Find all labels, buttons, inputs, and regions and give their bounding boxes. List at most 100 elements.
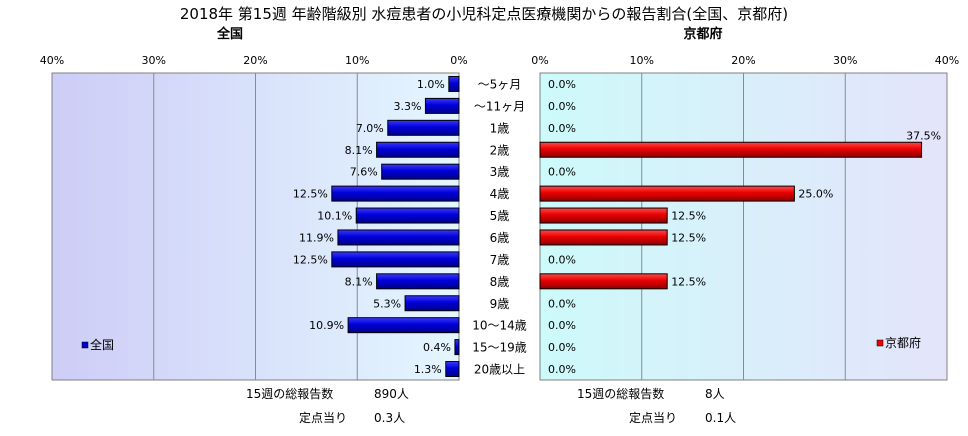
left-bar [347,317,460,334]
left-tick-label: 30% [142,54,166,67]
left-bar [337,229,460,246]
left-x-ticks: 0% 10% 20% 30% 40% [40,54,468,67]
left-legend-label: 全国 [90,337,114,352]
left-bar [381,163,460,180]
left-chart-title: 全国 [216,26,243,42]
left-data-label: 12.5% [293,188,328,201]
left-bar [448,75,460,92]
category-label: 1歳 [490,121,510,135]
right-total-label: 15週の総報告数 [577,386,664,401]
right-tick-label: 0% [531,54,548,67]
left-data-label: 8.1% [345,275,373,288]
right-per-value: 0.1人 [705,411,736,425]
left-total-value: 890人 [374,387,409,401]
right-gridlines [641,73,846,380]
left-legend: 全国 [81,337,114,352]
left-summary: 15週の総報告数 890人 定点当り 0.3人 [246,386,409,425]
left-bar [355,207,460,224]
category-labels: ～5ヶ月 ～11ヶ月 1歳 2歳 3歳 4歳 5歳 6歳 7歳 8歳 9歳 10～14歳 15～19歳 2… [472,77,527,376]
category-label: 15～19歳 [472,341,527,355]
category-label: 8歳 [490,275,510,289]
left-total-label: 15週の総報告数 [246,386,333,401]
left-tick-label: 20% [243,54,267,67]
left-data-label: 10.1% [317,210,352,223]
category-label: 2歳 [490,143,510,157]
right-legend-swatch [876,339,884,347]
left-bar [454,339,460,356]
category-label: ～11ヶ月 [474,99,525,113]
right-data-label: 37.5% [906,129,941,142]
left-legend-swatch [81,341,89,349]
left-bar [387,119,460,136]
right-data-label: 0.0% [548,297,576,310]
left-tick-label: 10% [345,54,369,67]
left-data-label: 12.5% [293,253,328,266]
left-data-label: 1.0% [417,78,445,91]
category-label: 10～14歳 [472,319,527,333]
right-data-label: 0.0% [548,319,576,332]
right-data-label: 0.0% [548,166,576,179]
right-data-label: 25.0% [798,188,833,201]
left-per-value: 0.3人 [374,411,405,425]
left-bar [445,361,460,378]
right-bars [539,141,923,290]
right-tick-label: 20% [731,54,755,67]
right-chart-title: 京都府 [683,26,722,42]
left-bar [331,251,460,268]
right-tick-label: 10% [630,54,654,67]
left-bars [331,75,460,378]
left-data-label: 8.1% [345,144,373,157]
right-data-label: 0.0% [548,363,576,376]
category-label: 3歳 [490,165,510,179]
right-data-labels: 0.0% 0.0% 0.0% 37.5% 0.0% 25.0% 12.5% 12.5% 0.0%… [548,78,941,376]
right-data-label: 0.0% [548,122,576,135]
category-label: 4歳 [490,187,510,201]
left-data-label: 7.6% [350,166,378,179]
right-data-label: 0.0% [548,100,576,113]
right-data-label: 12.5% [671,231,706,244]
left-data-label: 7.0% [356,122,384,135]
right-summary: 15週の総報告数 8人 定点当り 0.1人 [577,386,736,425]
right-data-label: 12.5% [671,210,706,223]
left-data-label: 5.3% [373,297,401,310]
right-x-ticks: 0% 10% 20% 30% 40% [531,54,959,67]
category-label: 5歳 [490,209,510,223]
right-tick-label: 30% [833,54,857,67]
category-label: ～5ヶ月 [478,77,522,91]
left-data-label: 1.3% [414,363,442,376]
left-tick-label: 40% [40,54,64,67]
right-legend-label: 京都府 [885,335,921,350]
right-per-label: 定点当り [629,410,677,425]
left-per-label: 定点当り [299,410,347,425]
category-label: 20歳以上 [474,363,525,377]
category-label: 6歳 [490,231,510,245]
right-bar [539,141,923,158]
right-bar [539,207,668,224]
left-bar [376,141,460,158]
left-bar [404,295,460,312]
category-label: 9歳 [490,297,510,311]
left-data-labels: 1.0% 3.3% 7.0% 8.1% 7.6% 12.5% 10.1% 11.9% 12.5%… [293,78,451,376]
category-label: 7歳 [490,253,510,267]
right-bar [539,229,668,246]
left-bar [376,273,460,290]
left-data-label: 11.9% [299,231,334,244]
right-data-label: 12.5% [671,275,706,288]
right-legend: 京都府 [876,335,921,350]
left-tick-label: 0% [450,54,467,67]
left-bar [424,97,460,114]
right-data-label: 0.0% [548,341,576,354]
right-data-label: 0.0% [548,253,576,266]
left-bar [331,185,460,202]
right-bar [539,185,795,202]
left-data-label: 0.4% [423,341,451,354]
right-data-label: 0.0% [548,78,576,91]
right-tick-label: 40% [935,54,959,67]
right-total-value: 8人 [705,387,725,401]
left-data-label: 3.3% [393,100,421,113]
right-bar [539,273,668,290]
left-data-label: 10.9% [309,319,344,332]
chart-title: 2018年 第15週 年齢階級別 水痘患者の小児科定点医療機関からの報告割合(全… [180,5,788,23]
